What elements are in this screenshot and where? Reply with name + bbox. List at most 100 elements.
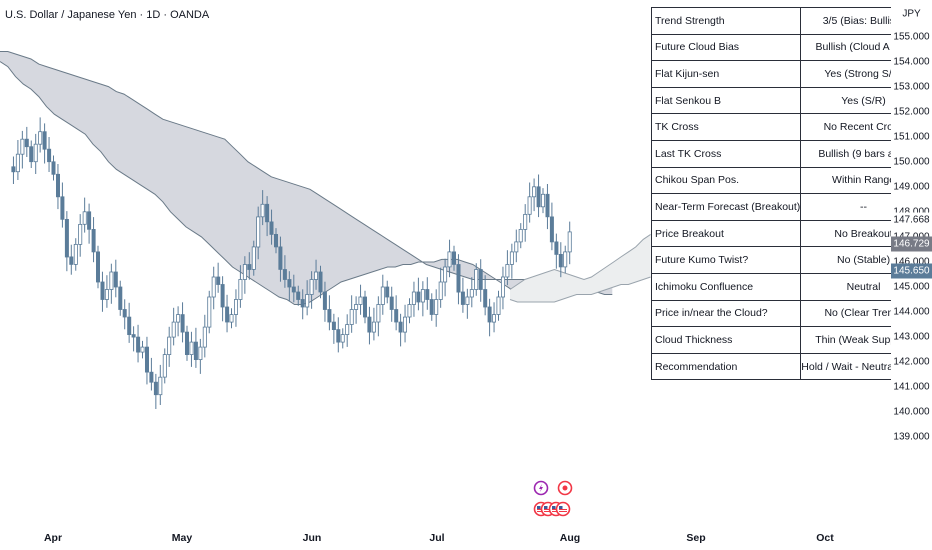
- candle: [127, 302, 132, 343]
- candle: [354, 296, 359, 324]
- candle: [487, 298, 492, 337]
- row-label: Flat Kijun-sen: [650, 60, 802, 88]
- event-markers[interactable]: [533, 480, 573, 517]
- candle: [438, 267, 443, 308]
- candle: [184, 325, 189, 361]
- time-axis[interactable]: Apr May Jun Jul Aug Sep Oct: [0, 528, 891, 548]
- candle-body: [563, 251, 568, 268]
- candle-body: [11, 166, 16, 173]
- candle-body: [567, 231, 572, 253]
- candle: [64, 211, 69, 272]
- month-label: May: [171, 532, 193, 544]
- row-label: Cloud Thickness: [650, 326, 802, 354]
- candle: [309, 271, 314, 309]
- candle-body: [331, 321, 336, 331]
- candle-body: [265, 203, 270, 223]
- candle-body: [527, 196, 532, 215]
- candle-body: [20, 138, 25, 155]
- candle: [202, 314, 207, 358]
- candle-body: [416, 291, 421, 303]
- candle: [532, 178, 537, 212]
- candle: [407, 298, 412, 324]
- row-label: Ichimoku Confluence: [650, 272, 802, 301]
- candle-body: [282, 269, 287, 280]
- candle: [345, 314, 350, 347]
- price-tick: 143.000: [893, 331, 930, 343]
- lightning-icon[interactable]: [533, 480, 549, 496]
- candle-body: [273, 233, 278, 248]
- candle: [549, 202, 554, 251]
- candle: [144, 336, 149, 385]
- candle: [371, 307, 376, 341]
- candle-body: [296, 291, 301, 300]
- candle-body: [465, 296, 470, 305]
- table-row: TK Cross No Recent Cross: [650, 113, 927, 141]
- candle-body: [434, 299, 439, 315]
- candle-body: [305, 294, 310, 308]
- candle: [158, 364, 163, 405]
- candle: [536, 174, 541, 218]
- candle-body: [371, 321, 376, 333]
- candle: [238, 265, 243, 308]
- candle-body: [505, 264, 510, 278]
- price-scale[interactable]: JPY 155.000 154.000 153.000 152.000 151.000 1…: [891, 0, 932, 550]
- row-label: Near-Term Forecast (Breakout): [650, 193, 802, 221]
- candle: [91, 217, 96, 263]
- candle: [563, 245, 568, 274]
- candle: [483, 275, 488, 316]
- candle-body: [309, 279, 314, 295]
- candle: [122, 299, 127, 330]
- candle-body: [140, 346, 145, 353]
- candle: [509, 243, 514, 279]
- candle: [260, 190, 265, 226]
- candle-body: [56, 173, 61, 198]
- future-span-b-line: [509, 276, 651, 303]
- table-row: Future Cloud Bias Bullish (Cloud A > B): [650, 33, 927, 62]
- candle-body: [345, 324, 350, 336]
- candle: [198, 338, 203, 374]
- candle: [96, 245, 101, 289]
- candle: [318, 265, 323, 299]
- candle: [327, 295, 332, 331]
- month-label: Aug: [559, 532, 581, 544]
- candle-body: [73, 243, 78, 265]
- candle: [514, 229, 519, 263]
- row-label: Chikou Span Pos.: [650, 166, 802, 195]
- candle-body: [474, 269, 479, 290]
- candle: [322, 281, 327, 322]
- candle: [465, 288, 470, 319]
- candle: [349, 295, 354, 333]
- candle-body: [269, 221, 274, 235]
- candle-body: [198, 346, 203, 361]
- candle: [265, 196, 270, 237]
- candle-body: [425, 289, 430, 300]
- candle: [523, 204, 528, 242]
- candle: [300, 289, 305, 320]
- candle-body: [376, 304, 381, 323]
- candle-body: [176, 314, 181, 323]
- candle-body: [113, 271, 118, 288]
- candles: [11, 117, 572, 409]
- candle-body: [220, 284, 225, 308]
- candle: [11, 156, 16, 184]
- candle: [78, 214, 83, 257]
- candle-body: [247, 264, 252, 270]
- candle-body: [104, 289, 109, 300]
- price-tick: 150.000: [893, 156, 930, 168]
- candle-body: [278, 246, 283, 270]
- record-icon[interactable]: [557, 480, 573, 496]
- candle-body: [380, 286, 385, 305]
- candle: [340, 328, 345, 349]
- candle: [541, 188, 546, 214]
- candle: [140, 340, 145, 359]
- candle: [291, 274, 296, 303]
- row-label: Last TK Cross: [650, 139, 802, 168]
- candle-body: [242, 264, 247, 280]
- us-flag-icon[interactable]: [555, 501, 571, 517]
- candle: [113, 259, 118, 298]
- price-chart[interactable]: [0, 0, 891, 528]
- candle-body: [42, 131, 47, 150]
- candle-body: [109, 271, 114, 290]
- candle: [474, 263, 479, 296]
- candle-body: [118, 286, 123, 310]
